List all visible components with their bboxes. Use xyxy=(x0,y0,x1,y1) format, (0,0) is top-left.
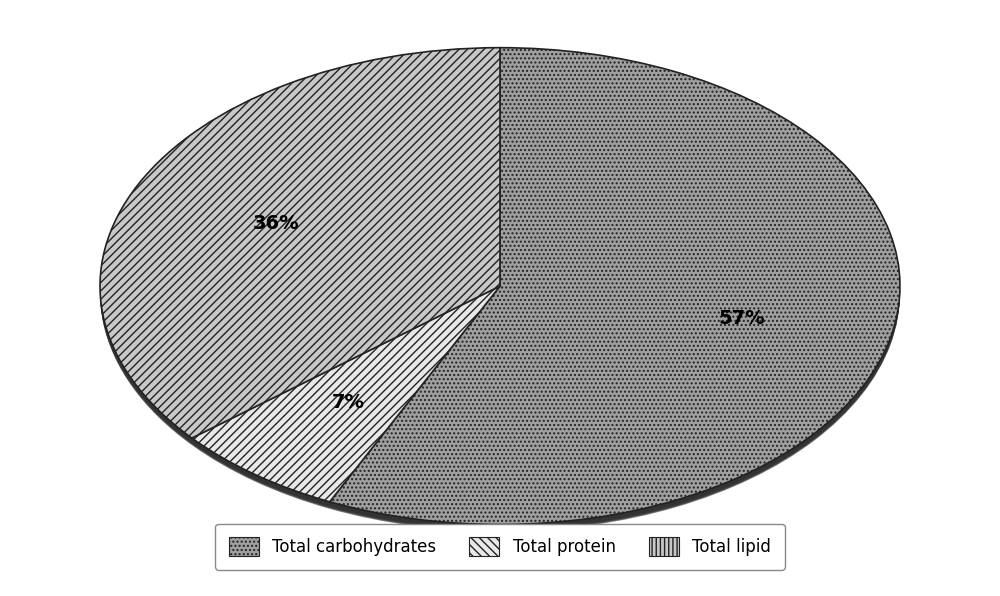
Wedge shape xyxy=(192,292,500,508)
Wedge shape xyxy=(192,288,500,504)
Wedge shape xyxy=(192,286,500,502)
Wedge shape xyxy=(330,49,900,526)
Wedge shape xyxy=(330,50,900,527)
Wedge shape xyxy=(330,54,900,530)
Wedge shape xyxy=(192,291,500,507)
Wedge shape xyxy=(100,54,500,445)
Wedge shape xyxy=(330,51,900,527)
Wedge shape xyxy=(192,293,500,508)
Wedge shape xyxy=(100,51,500,441)
Wedge shape xyxy=(330,52,900,529)
Wedge shape xyxy=(330,52,900,529)
Wedge shape xyxy=(330,52,900,529)
Wedge shape xyxy=(330,52,900,529)
Wedge shape xyxy=(330,48,900,524)
Wedge shape xyxy=(100,54,500,444)
Wedge shape xyxy=(192,289,500,505)
Wedge shape xyxy=(192,290,500,505)
Legend: Total carbohydrates, Total protein, Total lipid: Total carbohydrates, Total protein, Tota… xyxy=(215,524,785,570)
Wedge shape xyxy=(192,291,500,507)
Wedge shape xyxy=(100,50,500,440)
Wedge shape xyxy=(100,49,500,440)
Wedge shape xyxy=(192,290,500,505)
Wedge shape xyxy=(100,49,500,439)
Wedge shape xyxy=(100,55,500,445)
Wedge shape xyxy=(100,49,500,439)
Wedge shape xyxy=(100,52,500,442)
Wedge shape xyxy=(330,54,900,530)
Wedge shape xyxy=(192,288,500,504)
Wedge shape xyxy=(330,50,900,527)
Wedge shape xyxy=(100,52,500,443)
Wedge shape xyxy=(330,51,900,527)
Wedge shape xyxy=(100,53,500,443)
Text: 57%: 57% xyxy=(719,309,765,328)
Wedge shape xyxy=(330,54,900,531)
Wedge shape xyxy=(192,293,500,509)
Wedge shape xyxy=(330,54,900,531)
Wedge shape xyxy=(192,288,500,504)
Wedge shape xyxy=(192,288,500,504)
Wedge shape xyxy=(100,48,500,438)
Text: 7%: 7% xyxy=(331,393,364,412)
Wedge shape xyxy=(330,48,900,525)
Wedge shape xyxy=(330,49,900,526)
Wedge shape xyxy=(100,51,500,442)
Wedge shape xyxy=(330,51,900,528)
Wedge shape xyxy=(100,54,500,444)
Wedge shape xyxy=(330,53,900,530)
Wedge shape xyxy=(192,287,500,502)
Wedge shape xyxy=(192,293,500,508)
Wedge shape xyxy=(192,287,500,503)
Wedge shape xyxy=(100,54,500,445)
Wedge shape xyxy=(100,52,500,443)
Wedge shape xyxy=(192,291,500,507)
Wedge shape xyxy=(330,55,900,532)
Wedge shape xyxy=(100,49,500,440)
Text: 36%: 36% xyxy=(252,213,299,232)
Wedge shape xyxy=(330,48,900,525)
Wedge shape xyxy=(100,48,500,439)
Wedge shape xyxy=(100,48,500,439)
Wedge shape xyxy=(192,287,500,502)
Wedge shape xyxy=(100,52,500,442)
Wedge shape xyxy=(192,291,500,507)
Wedge shape xyxy=(100,50,500,440)
Wedge shape xyxy=(192,290,500,506)
Wedge shape xyxy=(330,53,900,530)
Wedge shape xyxy=(330,49,900,526)
Wedge shape xyxy=(192,292,500,508)
Wedge shape xyxy=(330,49,900,526)
Wedge shape xyxy=(192,289,500,505)
Wedge shape xyxy=(100,51,500,441)
Wedge shape xyxy=(192,287,500,503)
Wedge shape xyxy=(100,53,500,443)
